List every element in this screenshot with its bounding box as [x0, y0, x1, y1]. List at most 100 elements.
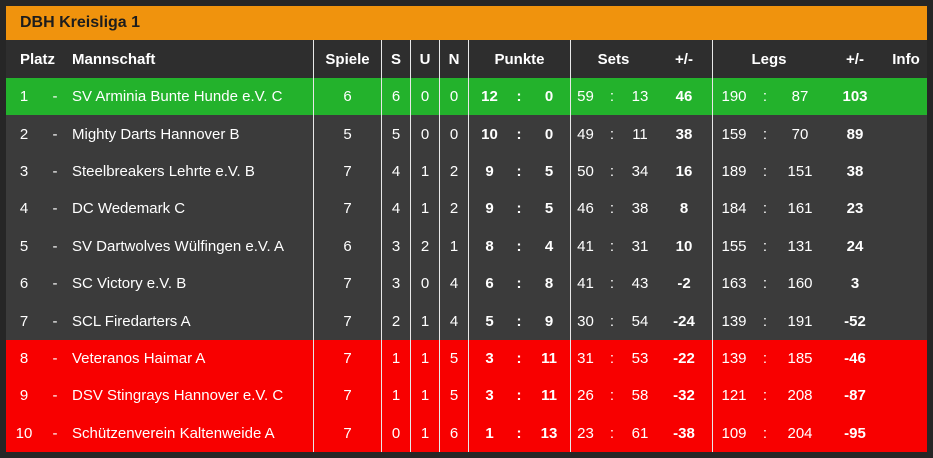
legs-against: 70 — [791, 125, 809, 143]
sets-for: 26 — [570, 377, 600, 415]
punkte-for: 3 — [468, 377, 510, 415]
legs-colon: : — [762, 275, 768, 293]
punkte-for: 1 — [468, 414, 510, 452]
unentschieden-cell: 0 — [410, 78, 439, 116]
niederlagen-cell: 4 — [439, 264, 468, 303]
legs-for: 163 — [712, 264, 755, 303]
punkte-against: 5 — [544, 200, 554, 218]
spiele-cell: 5 — [313, 115, 381, 153]
header-sets: Sets — [570, 40, 656, 78]
punkte-against: 11 — [541, 387, 557, 405]
punkte-colon: : — [516, 237, 522, 255]
info-cell — [885, 377, 927, 414]
punkte-for: 10 — [468, 115, 510, 153]
sets-colon: : — [609, 237, 615, 255]
legs-colon: : — [762, 88, 768, 106]
trend-dash: - — [52, 312, 58, 330]
legs-diff: 24 — [846, 237, 864, 255]
legs-for: 184 — [712, 190, 755, 228]
spiele-cell: 7 — [313, 377, 381, 415]
legs-colon: : — [762, 312, 768, 330]
sets-for: 59 — [570, 78, 600, 116]
info-cell — [885, 302, 927, 339]
punkte-colon: : — [516, 387, 522, 405]
legs-diff: -52 — [844, 312, 866, 330]
punkte-colon: : — [516, 275, 522, 293]
punkte-against: 5 — [544, 162, 554, 180]
legs-colon: : — [762, 162, 768, 180]
niederlagen-cell: 4 — [439, 302, 468, 340]
unentschieden-cell: 1 — [410, 414, 439, 452]
table-row: 1 - SV Arminia Bunte Hunde e.V. C 6 6 0 … — [6, 78, 927, 116]
legs-for: 139 — [712, 339, 755, 378]
legs-diff: -95 — [844, 424, 866, 442]
team-name: SCL Firedarters A — [72, 312, 191, 330]
punkte-for: 6 — [468, 264, 510, 303]
sets-colon: : — [609, 312, 615, 330]
league-title: DBH Kreisliga 1 — [20, 14, 141, 31]
legs-colon: : — [762, 387, 768, 405]
legs-against: 151 — [787, 162, 813, 180]
team-name: DSV Stingrays Hannover e.V. C — [72, 387, 284, 405]
punkte-colon: : — [516, 162, 522, 180]
trend-dash: - — [52, 275, 58, 293]
table-row: 7 - SCL Firedarters A 7 2 1 4 5 : 9 30 :… — [6, 302, 927, 340]
sets-for: 41 — [570, 227, 600, 265]
league-table-widget: DBH Kreisliga 1 Platz Mannschaft Spiele … — [6, 6, 927, 452]
legs-against: 208 — [787, 387, 813, 405]
sets-against: 38 — [631, 200, 649, 218]
punkte-against: 8 — [544, 275, 554, 293]
header-info: Info — [892, 50, 920, 68]
sets-for: 49 — [570, 115, 600, 153]
spiele-cell: 7 — [313, 152, 381, 191]
punkte-against: 4 — [544, 237, 554, 255]
legs-against: 87 — [791, 88, 809, 106]
punkte-for: 9 — [468, 152, 510, 191]
punkte-colon: : — [516, 200, 522, 218]
sets-diff: -2 — [677, 275, 691, 293]
punkte-against: 0 — [544, 88, 554, 106]
legs-colon: : — [762, 200, 768, 218]
niederlagen-cell: 2 — [439, 190, 468, 228]
legs-against: 191 — [787, 312, 813, 330]
header-siege: S — [381, 40, 410, 78]
legs-against: 160 — [787, 275, 813, 293]
siege-cell: 0 — [381, 414, 410, 452]
sets-colon: : — [609, 125, 615, 143]
sets-diff: -32 — [673, 387, 695, 405]
info-cell — [885, 415, 927, 452]
sets-diff: -38 — [673, 424, 695, 442]
trend-dash: - — [52, 237, 58, 255]
table-row: 10 - Schützenverein Kaltenweide A 7 0 1 … — [6, 414, 927, 452]
trend-dash: - — [52, 200, 58, 218]
table-row: 4 - DC Wedemark C 7 4 1 2 9 : 5 46 : 38 … — [6, 190, 927, 228]
spiele-cell: 7 — [313, 264, 381, 303]
punkte-against: 0 — [544, 125, 554, 143]
legs-for: 159 — [712, 115, 755, 153]
team-name: SV Arminia Bunte Hunde e.V. C — [72, 88, 283, 106]
rank-cell: 2 — [19, 125, 29, 143]
sets-for: 30 — [570, 302, 600, 340]
punkte-for: 12 — [468, 78, 510, 116]
info-cell — [885, 228, 927, 265]
header-spiele: Spiele — [313, 40, 381, 78]
trend-dash: - — [52, 125, 58, 143]
unentschieden-cell: 1 — [410, 302, 439, 340]
punkte-against: 9 — [544, 312, 554, 330]
table-row: 8 - Veteranos Haimar A 7 1 1 5 3 : 11 31… — [6, 339, 927, 378]
team-name: SV Dartwolves Wülfingen e.V. A — [72, 237, 285, 255]
trend-dash: - — [52, 424, 58, 442]
unentschieden-cell: 1 — [410, 152, 439, 191]
table-row: 9 - DSV Stingrays Hannover e.V. C 7 1 1 … — [6, 377, 927, 415]
legs-diff: 89 — [846, 125, 864, 143]
spiele-cell: 6 — [313, 227, 381, 265]
sets-against: 31 — [631, 237, 649, 255]
rank-cell: 8 — [19, 349, 29, 367]
rank-cell: 7 — [19, 312, 29, 330]
niederlagen-cell: 2 — [439, 152, 468, 191]
punkte-colon: : — [516, 88, 522, 106]
niederlagen-cell: 0 — [439, 78, 468, 116]
siege-cell: 5 — [381, 115, 410, 153]
team-name: Steelbreakers Lehrte e.V. B — [72, 162, 255, 180]
punkte-for: 3 — [468, 339, 510, 378]
